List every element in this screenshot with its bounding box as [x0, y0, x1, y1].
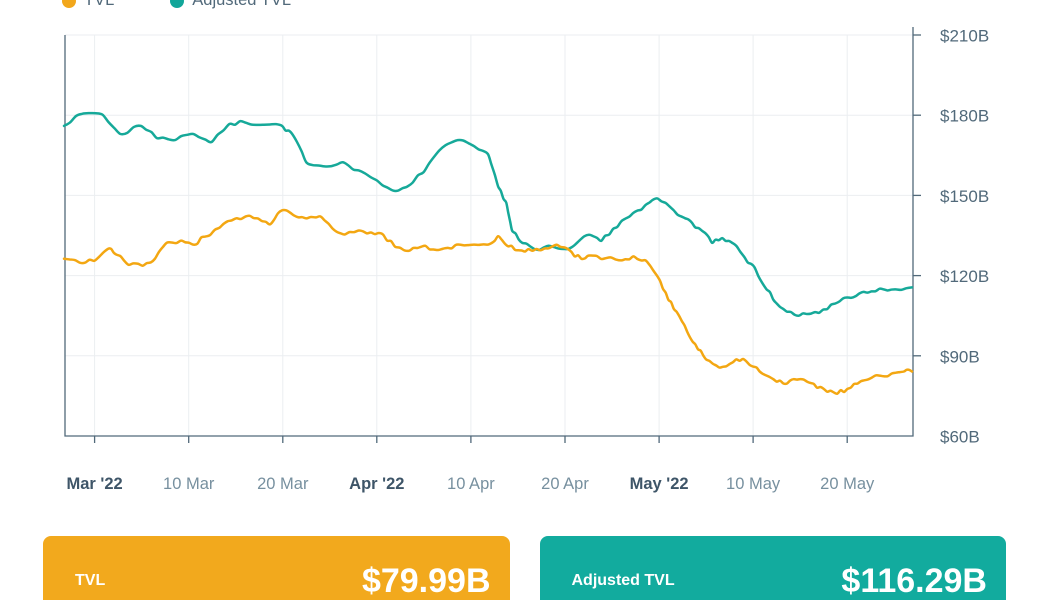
svg-text:20 Mar: 20 Mar — [257, 475, 309, 493]
svg-text:$180B: $180B — [940, 107, 989, 126]
svg-text:$60B: $60B — [940, 428, 980, 447]
svg-text:May '22: May '22 — [630, 475, 689, 493]
svg-text:$120B: $120B — [940, 267, 989, 286]
svg-text:20 Apr: 20 Apr — [541, 475, 589, 493]
svg-text:Apr '22: Apr '22 — [349, 475, 404, 493]
svg-text:10 Apr: 10 Apr — [447, 475, 495, 493]
svg-text:10 Mar: 10 Mar — [163, 475, 215, 493]
svg-text:$150B: $150B — [940, 187, 989, 206]
svg-text:Mar '22: Mar '22 — [66, 475, 122, 493]
svg-text:$90B: $90B — [940, 347, 980, 366]
svg-text:10 May: 10 May — [726, 475, 781, 493]
svg-text:$210B: $210B — [940, 27, 989, 46]
svg-text:20 May: 20 May — [820, 475, 875, 493]
